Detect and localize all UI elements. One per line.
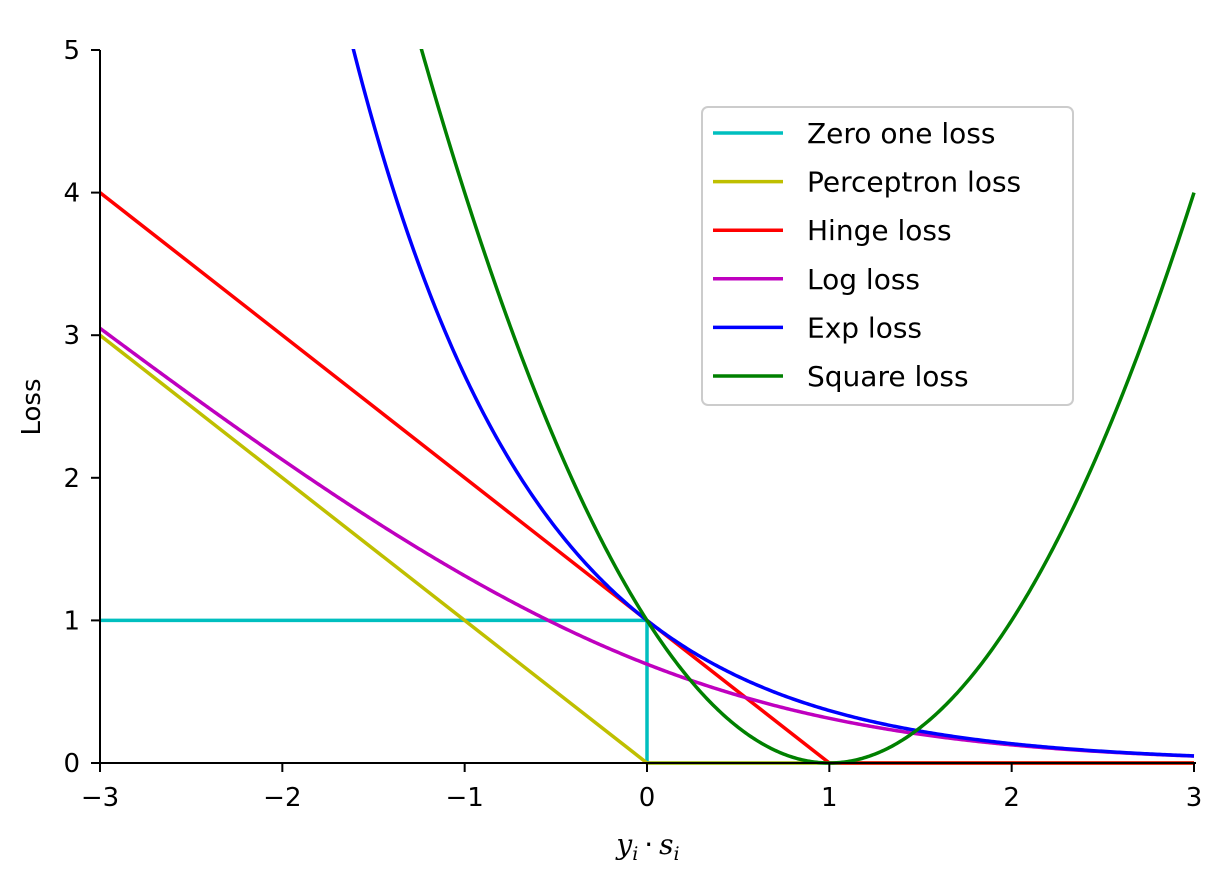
x-tick-label: −2 bbox=[263, 783, 301, 813]
x-tick-label: −1 bbox=[446, 783, 484, 813]
x-axis-label: yi · si bbox=[614, 828, 679, 865]
y-tick-label: 1 bbox=[63, 606, 80, 636]
legend-frame bbox=[701, 106, 1074, 406]
legend-label-zero-one-loss: Zero one loss bbox=[807, 117, 995, 150]
x-tick-label: 1 bbox=[821, 783, 838, 813]
legend-label-hinge-loss: Hinge loss bbox=[807, 214, 952, 247]
legend-label-exp-loss: Exp loss bbox=[807, 311, 922, 344]
legend: Zero one loss Perceptron loss Hinge loss Lo… bbox=[701, 106, 1074, 406]
legend-label-perceptron-loss: Perceptron loss bbox=[807, 166, 1021, 199]
series-line-square-loss bbox=[419, 49, 1196, 765]
x-tick-label: 2 bbox=[1003, 783, 1020, 813]
y-tick-label: 3 bbox=[63, 321, 80, 351]
series-line-zero-one-loss bbox=[100, 618, 1194, 765]
x-ticks: −3 −2 −1 0 1 2 3 bbox=[81, 763, 1202, 813]
y-ticks: 0 1 2 3 4 5 bbox=[63, 36, 100, 779]
legend-label-square-loss: Square loss bbox=[807, 360, 969, 393]
y-tick-label: 0 bbox=[63, 749, 80, 779]
y-tick-label: 5 bbox=[63, 36, 80, 66]
y-axis-label: Loss bbox=[17, 378, 47, 435]
x-tick-label: 0 bbox=[639, 783, 656, 813]
y-tick-label: 2 bbox=[63, 464, 80, 494]
legend-label-log-loss: Log loss bbox=[807, 263, 920, 296]
y-tick-label: 4 bbox=[63, 179, 80, 209]
x-tick-label: −3 bbox=[81, 783, 119, 813]
x-tick-label: 3 bbox=[1186, 783, 1203, 813]
